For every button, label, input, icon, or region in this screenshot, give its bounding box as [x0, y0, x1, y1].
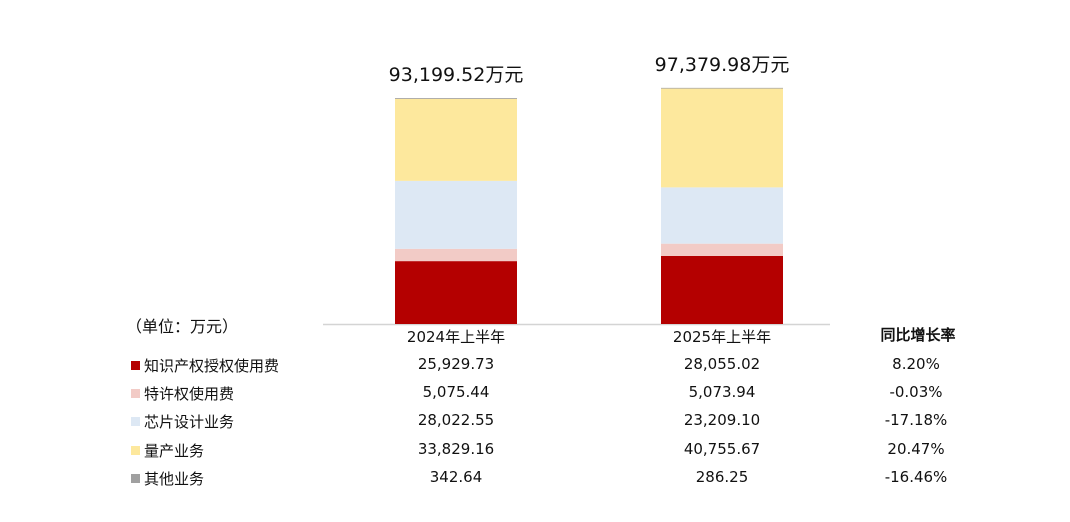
growth-rate-label: 8.20%: [892, 355, 940, 373]
legend-item: 知识产权授权使用费: [131, 355, 279, 376]
bar-segment: [661, 187, 783, 244]
legend-item: 芯片设计业务: [131, 411, 234, 432]
data-value-label: 5,073.94: [688, 383, 756, 401]
legend-label: 量产业务: [144, 442, 205, 460]
x-tick-label: 2025年上半年: [672, 328, 772, 346]
data-value-label: 23,209.10: [683, 411, 761, 429]
legend-item: 特许权使用费: [131, 383, 234, 404]
growth-header: 同比增长率: [880, 326, 956, 344]
bar-total-label: 97,379.98万元: [654, 53, 790, 76]
growth-rate-label: -0.03%: [889, 383, 943, 401]
data-value-label: 33,829.16: [417, 440, 495, 458]
data-value-label: 5,075.44: [422, 383, 490, 401]
growth-rate-label: 20.47%: [887, 440, 945, 458]
legend-swatch: [131, 474, 140, 483]
bar-segment: [395, 180, 517, 249]
growth-rate-label: -16.46%: [884, 468, 948, 486]
bar-segment: [661, 255, 783, 324]
bar-segment: [395, 261, 517, 324]
legend-swatch: [131, 361, 140, 370]
bar-segment: [661, 243, 783, 256]
legend-label: 特许权使用费: [144, 385, 235, 403]
growth-rate-label: -17.18%: [884, 411, 948, 429]
data-value-label: 40,755.67: [683, 440, 761, 458]
data-value-label: 25,929.73: [417, 355, 495, 373]
bar-segment: [395, 98, 517, 99]
bar-segment: [661, 88, 783, 188]
bar-segment: [661, 87, 783, 89]
legend-item: 量产业务: [131, 440, 204, 461]
bar-total-label: 93,199.52万元: [388, 64, 524, 86]
unit-label: （单位：万元）: [126, 317, 239, 336]
legend-label: 芯片设计业务: [144, 413, 235, 431]
legend-label: 知识产权授权使用费: [144, 357, 280, 375]
data-value-label: 28,055.02: [683, 355, 761, 373]
bar-segment: [395, 98, 517, 181]
legend-swatch: [131, 389, 140, 398]
x-tick-label: 2024年上半年: [406, 328, 506, 346]
data-value-label: 28,022.55: [417, 411, 495, 429]
data-value-label: 342.64: [429, 468, 483, 486]
bar-segment: [395, 248, 517, 262]
data-value-label: 286.25: [695, 468, 749, 486]
legend-swatch: [131, 417, 140, 426]
legend-swatch: [131, 446, 140, 455]
legend-label: 其他业务: [144, 470, 205, 488]
legend-item: 其他业务: [131, 468, 204, 489]
